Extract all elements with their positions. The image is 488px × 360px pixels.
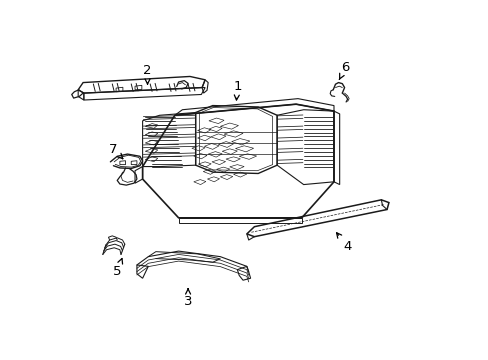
Text: 1: 1 bbox=[233, 80, 241, 100]
Text: 5: 5 bbox=[113, 258, 122, 278]
Text: 6: 6 bbox=[339, 61, 349, 80]
Text: 2: 2 bbox=[143, 64, 151, 84]
Text: 7: 7 bbox=[109, 143, 122, 159]
Text: 4: 4 bbox=[336, 233, 351, 253]
Text: 3: 3 bbox=[183, 289, 192, 308]
